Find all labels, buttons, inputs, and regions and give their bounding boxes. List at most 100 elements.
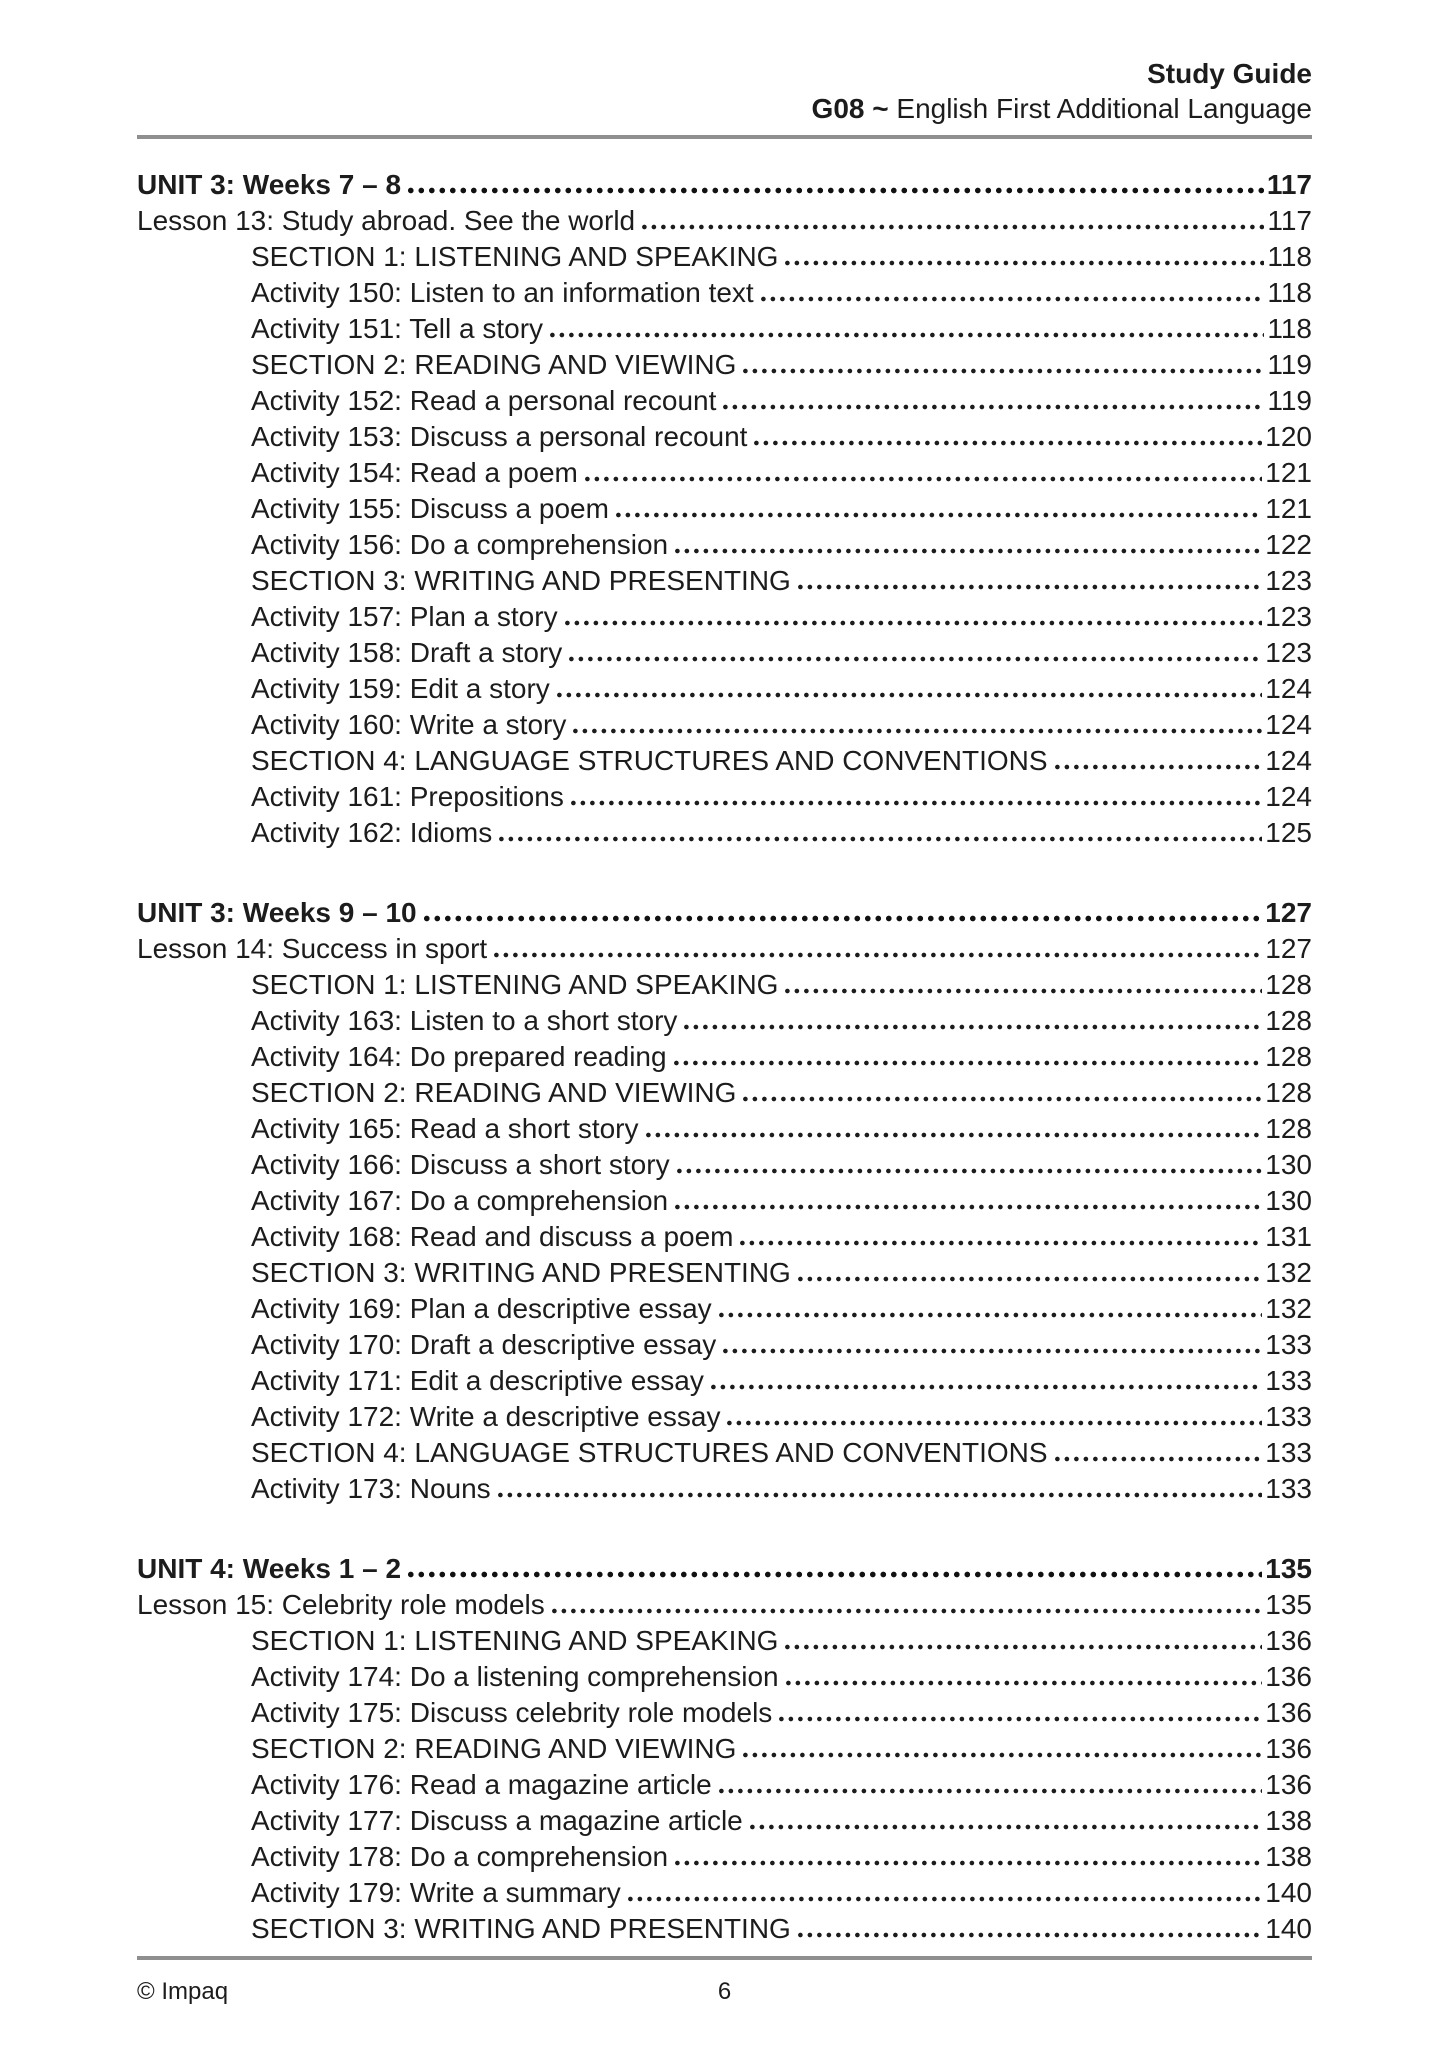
toc-entry-label: Lesson 14: Success in sport (137, 933, 488, 964)
dot-leader (749, 1824, 1263, 1830)
toc-entry: Activity 155: Discuss a poem 121 (137, 491, 1312, 527)
toc-entry-label: Activity 166: Discuss a short story (251, 1149, 670, 1180)
dot-leader (1054, 1456, 1263, 1462)
footer-divider (137, 1956, 1312, 1960)
toc-entry-page: 135 (1265, 1589, 1312, 1620)
toc-entry: Activity 154: Read a poem 121 (137, 455, 1312, 491)
dot-leader (550, 332, 1265, 338)
dot-leader (760, 296, 1265, 302)
toc-entry: SECTION 1: LISTENING AND SPEAKING 128 (137, 967, 1312, 1003)
toc-entry-page: 123 (1265, 601, 1312, 632)
toc-entry-label: Activity 177: Discuss a magazine article (251, 1805, 743, 1836)
dot-leader (494, 952, 1263, 958)
dot-leader (1054, 764, 1263, 770)
dot-leader (408, 1571, 1263, 1578)
toc-entry-page: 123 (1265, 565, 1312, 596)
toc-entry-label: Activity 176: Read a magazine article (251, 1769, 712, 1800)
toc-entry-page: 136 (1265, 1625, 1312, 1656)
dot-leader (740, 1240, 1263, 1246)
toc-entry: Activity 153: Discuss a personal recount… (137, 419, 1312, 455)
toc-entry-page: 128 (1265, 969, 1312, 1000)
toc-entry-label: Activity 169: Plan a descriptive essay (251, 1293, 712, 1324)
dot-leader (684, 1024, 1263, 1030)
toc-unit-block: UNIT 3: Weeks 7 – 8 117 Lesson 13: Study a… (137, 167, 1312, 851)
toc-unit-entry: UNIT 3: Weeks 7 – 8 117 (137, 167, 1312, 203)
dot-leader (785, 988, 1263, 994)
toc-entry-label: Activity 179: Write a summary (251, 1877, 621, 1908)
toc-entry-label: Activity 157: Plan a story (251, 601, 558, 632)
toc-entry-label: SECTION 2: READING AND VIEWING (251, 1733, 737, 1764)
toc-entry-page: 121 (1265, 493, 1312, 524)
toc-unit-block: UNIT 3: Weeks 9 – 10 127 Lesson 14: Succes… (137, 895, 1312, 1507)
toc-entry: Activity 164: Do prepared reading 128 (137, 1039, 1312, 1075)
toc-entry-label: SECTION 2: READING AND VIEWING (251, 1077, 737, 1108)
toc-entry-page: 133 (1265, 1473, 1312, 1504)
dot-leader (785, 1644, 1263, 1650)
toc-entry-page: 124 (1265, 745, 1312, 776)
dot-leader (718, 1788, 1263, 1794)
toc-entry-label: Activity 163: Listen to a short story (251, 1005, 678, 1036)
toc-entry-page: 136 (1265, 1733, 1312, 1764)
toc-entry-page: 122 (1265, 529, 1312, 560)
toc-entry-label: Activity 173: Nouns (251, 1473, 491, 1504)
toc-entry-label: Activity 152: Read a personal recount (251, 385, 717, 416)
toc-entry-page: 132 (1265, 1257, 1312, 1288)
toc-entry: Activity 178: Do a comprehension 138 (137, 1839, 1312, 1875)
toc-entry-label: Activity 167: Do a comprehension (251, 1185, 669, 1216)
toc-entry-page: 127 (1265, 933, 1312, 964)
toc-entry-label: Activity 168: Read and discuss a poem (251, 1221, 734, 1252)
toc-entry-page: 136 (1265, 1769, 1312, 1800)
toc-entry-page: 119 (1267, 385, 1312, 416)
dot-leader (584, 476, 1263, 482)
toc-entry: Activity 158: Draft a story 123 (137, 635, 1312, 671)
toc-entry-page: 133 (1265, 1401, 1312, 1432)
toc-entry: Activity 156: Do a comprehension 122 (137, 527, 1312, 563)
dot-leader (797, 1276, 1263, 1282)
dot-leader (627, 1896, 1263, 1902)
toc-entry-page: 130 (1265, 1185, 1312, 1216)
toc-entry: SECTION 2: READING AND VIEWING 128 (137, 1075, 1312, 1111)
dot-leader (743, 1096, 1263, 1102)
toc-entry: SECTION 1: LISTENING AND SPEAKING 136 (137, 1623, 1312, 1659)
toc-entry: Activity 151: Tell a story 118 (137, 311, 1312, 347)
toc-entry: Activity 162: Idioms 125 (137, 815, 1312, 851)
toc-entry-label: Activity 153: Discuss a personal recount (251, 421, 748, 452)
footer-copyright: © Impaq (137, 1978, 229, 2005)
toc-entry-label: Activity 159: Edit a story (251, 673, 550, 704)
toc-entry-page: 135 (1265, 1553, 1312, 1584)
dot-leader (675, 1860, 1263, 1866)
page-footer: © Impaq 6 (137, 1956, 1312, 2007)
toc-entry-label: SECTION 4: LANGUAGE STRUCTURES AND CONVE… (251, 745, 1048, 776)
toc-entry-label: Activity 164: Do prepared reading (251, 1041, 667, 1072)
toc-entry-page: 138 (1265, 1805, 1312, 1836)
toc-entry-label: Activity 155: Discuss a poem (251, 493, 609, 524)
toc-entry-label: SECTION 3: WRITING AND PRESENTING (251, 1257, 791, 1288)
toc-entry-page: 136 (1265, 1661, 1312, 1692)
toc-entry-page: 128 (1265, 1113, 1312, 1144)
dot-leader (642, 224, 1265, 230)
toc-entry-label: Activity 156: Do a comprehension (251, 529, 669, 560)
dot-leader (676, 1168, 1263, 1174)
header-divider (137, 135, 1312, 139)
dot-leader (743, 368, 1265, 374)
toc-entry: SECTION 1: LISTENING AND SPEAKING 118 (137, 239, 1312, 275)
toc-entry-label: SECTION 4: LANGUAGE STRUCTURES AND CONVE… (251, 1437, 1048, 1468)
toc-entry: SECTION 2: READING AND VIEWING 136 (137, 1731, 1312, 1767)
dot-leader (718, 1312, 1263, 1318)
toc-entry: Activity 152: Read a personal recount 119 (137, 383, 1312, 419)
header-subtitle: G08 ~ English First Additional Language (137, 91, 1312, 126)
dot-leader (785, 260, 1265, 266)
dot-leader (645, 1132, 1263, 1138)
toc-entry-label: Lesson 13: Study abroad. See the world (137, 205, 636, 236)
toc-entry: Lesson 14: Success in sport 127 (137, 931, 1312, 967)
dot-leader (423, 915, 1263, 922)
toc-entry: Activity 160: Write a story 124 (137, 707, 1312, 743)
toc-entry: Activity 176: Read a magazine article 136 (137, 1767, 1312, 1803)
dot-leader (727, 1420, 1263, 1426)
toc-entry-label: Activity 165: Read a short story (251, 1113, 639, 1144)
dot-leader (723, 404, 1265, 410)
page-header: Study Guide G08 ~ English First Addition… (137, 56, 1312, 126)
toc-entry: Activity 171: Edit a descriptive essay 13… (137, 1363, 1312, 1399)
toc-entry: Activity 157: Plan a story 123 (137, 599, 1312, 635)
